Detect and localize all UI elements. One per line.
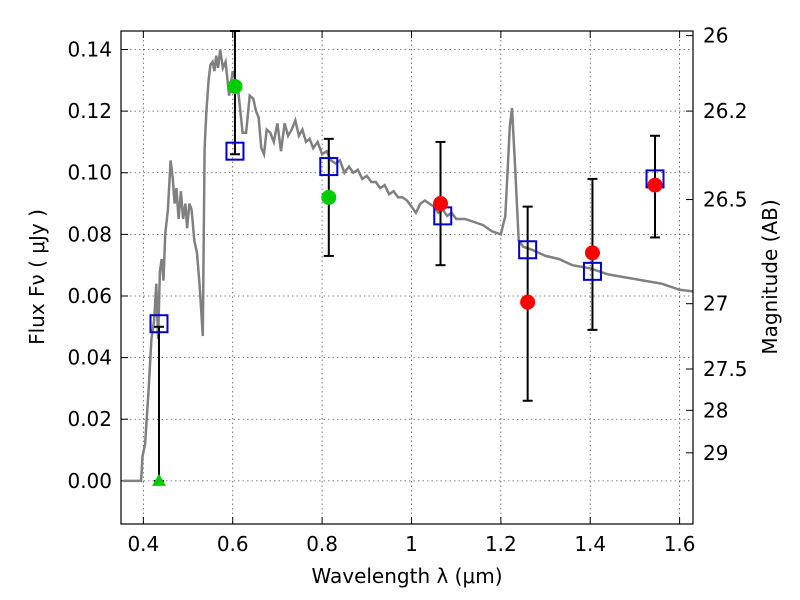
y-tick-label: 0.08 — [67, 222, 112, 246]
observed-flux-point — [227, 78, 243, 94]
x-tick-label: 1.6 — [664, 532, 696, 556]
data-points — [149, 30, 665, 486]
model-photometry-box — [149, 314, 169, 334]
right-axis-title: Magnitude (AB) — [758, 199, 782, 354]
y-tick-label: 0.14 — [67, 37, 112, 61]
x-tick-label: 1 — [405, 532, 418, 556]
y-tick-label: 0.00 — [67, 469, 112, 493]
model-photometry-box — [518, 240, 538, 260]
y-tick-label: 0.04 — [67, 346, 112, 370]
sed-model-line — [123, 49, 694, 483]
sed-model — [123, 49, 694, 483]
model-photometry-box — [319, 157, 339, 177]
right-tick-label: 26.2 — [703, 99, 748, 123]
right-tick-label: 26.5 — [703, 188, 748, 212]
axes — [121, 31, 693, 524]
right-tick-label: 28 — [703, 398, 728, 422]
y-tick-label: 0.06 — [67, 284, 112, 308]
x-axis-title: Wavelength λ (μm) — [311, 564, 502, 588]
x-tick-label: 0.4 — [127, 532, 159, 556]
x-tick-label: 0.8 — [306, 532, 338, 556]
y-axis-title: Flux Fν ( μJy ) — [25, 209, 49, 345]
right-tick-label: 27 — [703, 292, 728, 316]
observed-flux-point — [433, 196, 449, 212]
x-tick-label: 1.4 — [574, 532, 606, 556]
model-photometry-box — [225, 141, 245, 161]
observed-flux-point — [321, 189, 337, 205]
upper-limit-marker — [151, 473, 166, 486]
observed-flux-point — [584, 245, 600, 261]
x-tick-label: 1.2 — [485, 532, 517, 556]
y-tick-label: 0.10 — [67, 161, 112, 185]
grid — [121, 31, 693, 524]
plot-frame — [120, 30, 694, 525]
tick-labels: 0.4 0.6 0.8 1 1.2 1.4 1.6 0.00 0.02 0.04 0.06 0.08 0… — [67, 24, 747, 556]
y-tick-label: 0.02 — [67, 407, 112, 431]
y-tick-label: 0.12 — [67, 99, 112, 123]
right-tick-label: 27.5 — [703, 357, 748, 381]
right-tick-label: 26 — [703, 24, 728, 48]
observed-flux-point — [647, 177, 663, 193]
model-photometry-box — [582, 261, 602, 281]
observed-flux-point — [520, 294, 536, 310]
x-tick-label: 0.6 — [217, 532, 249, 556]
right-tick-label: 29 — [703, 441, 728, 465]
